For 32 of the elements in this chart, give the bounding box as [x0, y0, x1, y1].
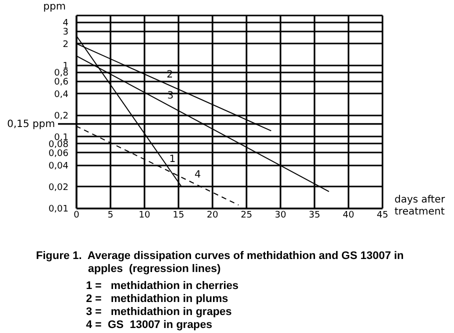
y-tick-label: 3	[62, 27, 68, 38]
y-tick-label: 0,04	[48, 161, 69, 172]
x-tick-label: 40	[342, 210, 354, 220]
text: 2 = methidathion in plums	[85, 293, 230, 306]
y-tick-label: 0,8	[54, 68, 69, 78]
y-tick-label: 0,01	[48, 204, 68, 214]
x-tick-label: 45	[376, 210, 388, 220]
y-tick-label: 0,4	[54, 90, 69, 100]
x-tick-label: 20	[206, 210, 218, 220]
annotation: 1	[169, 154, 176, 166]
x-tick-label: 30	[274, 210, 286, 220]
y-tick-label: 2	[62, 40, 68, 50]
annotation: 4	[194, 170, 201, 181]
text: 4 = GS 13007 in grapes	[85, 319, 214, 332]
text: 1 = methidathion in cherries	[85, 280, 240, 293]
y-tick-label: 4	[62, 18, 69, 28]
x-axis-title: days after treatment	[394, 194, 446, 218]
y-axis-title: ppm	[43, 2, 66, 12]
x-tick-label: 25	[240, 210, 252, 220]
x-tick-label: 15	[172, 210, 184, 220]
x-tick-label: 5	[108, 210, 114, 220]
y-tick-label: 0,06	[48, 148, 69, 159]
text: 3 = methidathion in grapes	[85, 306, 233, 319]
ref-line-label: 0,15 ppm	[7, 118, 55, 130]
x-tick-label: 10	[138, 210, 150, 220]
text: Figure 1. Average dissipation curves of methidathion and GS 13007 in apples (regression lines)	[35, 250, 405, 276]
x-tick-label: 35	[308, 210, 320, 220]
y-tick-label: 0,02	[48, 182, 68, 193]
x-tick-label: 0	[74, 210, 80, 220]
y-tick-label: 0,08	[48, 140, 69, 150]
y-tick-label: 0,6	[54, 77, 69, 88]
y-tick-label: 0,2	[54, 111, 68, 122]
